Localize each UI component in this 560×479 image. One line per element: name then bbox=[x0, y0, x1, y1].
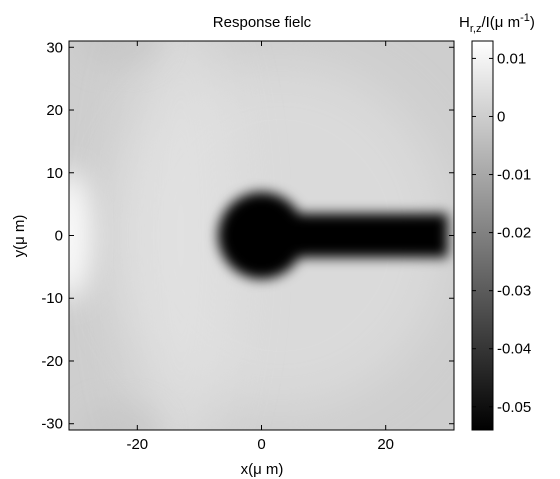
colorbar bbox=[471, 40, 494, 431]
y-axis-label: y(μ m) bbox=[11, 215, 28, 258]
x-axis: -20 0 20 bbox=[126, 41, 394, 453]
x-tick-label: -20 bbox=[126, 436, 148, 453]
y-tick-label: -10 bbox=[41, 290, 63, 307]
field-structure bbox=[218, 192, 448, 279]
field-bright-lobe bbox=[69, 170, 91, 301]
field-shadow-top bbox=[76, 41, 161, 67]
colorbar-title: Hr,z/I(μ m-1) bbox=[459, 12, 535, 35]
y-tick-label: 30 bbox=[46, 39, 63, 56]
colorbar-tick-label: -0.02 bbox=[497, 225, 531, 242]
colorbar-tick-label: -0.04 bbox=[497, 341, 531, 358]
x-axis-label: x(μ m) bbox=[241, 461, 284, 478]
heatmap bbox=[69, 41, 454, 430]
y-tick-label: 20 bbox=[46, 102, 63, 119]
colorbar-tick-label: 0 bbox=[497, 108, 505, 125]
y-tick-label: 10 bbox=[46, 165, 63, 182]
colorbar-tick-label: -0.03 bbox=[497, 283, 531, 300]
colorbar-title-main: H bbox=[459, 14, 470, 31]
colorbar-axis: 0.01 0 -0.01 -0.02 -0.03 -0.04 -0.05 bbox=[472, 50, 531, 416]
colorbar-title-rest: /I(μ m bbox=[481, 14, 520, 31]
y-axis: 30 20 10 0 -10 -20 -30 bbox=[41, 39, 454, 433]
x-tick-label: 0 bbox=[257, 436, 265, 453]
colorbar-title-sub: r,z bbox=[470, 23, 482, 35]
colorbar-tick-label: 0.01 bbox=[497, 50, 526, 67]
colorbar-title-close: ) bbox=[530, 14, 535, 31]
colorbar-tick-label: -0.01 bbox=[497, 167, 531, 184]
x-tick-label: 20 bbox=[377, 436, 394, 453]
field-bar bbox=[261, 213, 448, 258]
field-shadow-bottom bbox=[76, 404, 161, 430]
y-tick-label: -20 bbox=[41, 353, 63, 370]
chart-title: Response fielc bbox=[213, 14, 312, 31]
field-band bbox=[125, 41, 236, 430]
colorbar-title-sup: -1 bbox=[520, 12, 530, 24]
y-tick-label: -30 bbox=[41, 416, 63, 433]
colorbar-tick-label: -0.05 bbox=[497, 399, 531, 416]
y-tick-label: 0 bbox=[55, 228, 63, 245]
